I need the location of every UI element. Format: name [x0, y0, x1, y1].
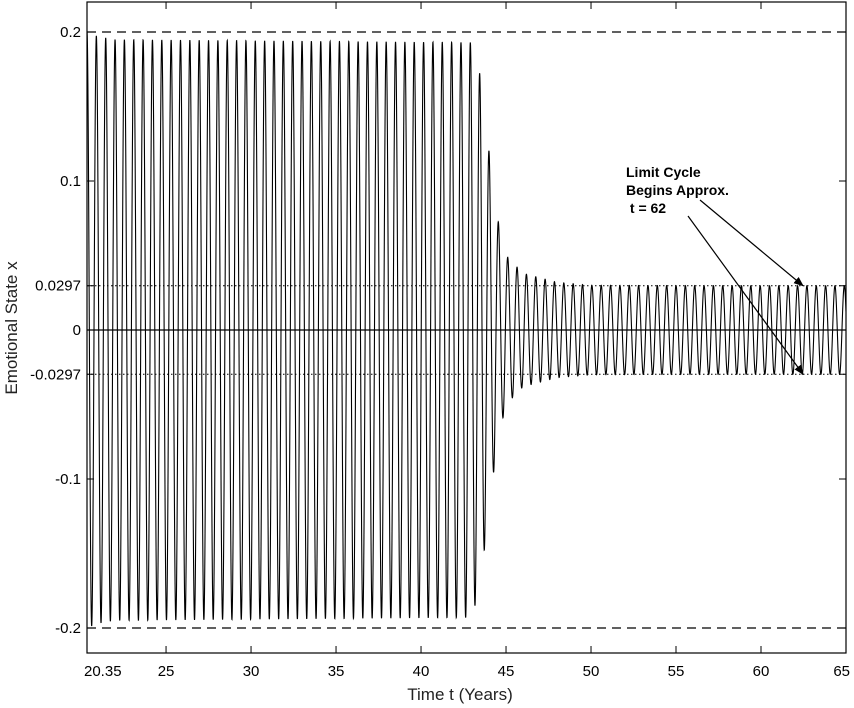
series-group — [87, 31, 846, 627]
x-tick-label-3: 35 — [328, 663, 345, 680]
tick-marks — [86, 2, 847, 653]
x-axis-title: Time t (Years) — [407, 685, 513, 704]
y-tick-label-5: -0.1 — [55, 471, 81, 488]
y-tick-label-4: -0.0297 — [30, 366, 81, 383]
annotation-line-2: Begins Approx. — [626, 182, 729, 198]
tick-labels: 20.35 25 30 35 40 45 50 55 60 65 0.2 0.1 0.0297 0 -0.0… — [30, 24, 850, 680]
annotation-line-1: Limit Cycle — [626, 164, 701, 180]
y-tick-label-3: 0 — [73, 322, 81, 339]
annotation-arrow-0 — [699, 199, 804, 287]
y-tick-label-6: -0.2 — [55, 620, 81, 637]
x-tick-label-2: 30 — [243, 663, 260, 680]
x-tick-label-8: 60 — [753, 663, 770, 680]
x-tick-label-4: 40 — [413, 663, 430, 680]
annotation-line-3: t = 62 — [626, 200, 666, 216]
x-tick-label-1: 25 — [158, 663, 175, 680]
x-tick-label-5: 45 — [498, 663, 515, 680]
x-tick-label-0: 20.35 — [84, 663, 122, 680]
y-tick-label-1: 0.1 — [60, 173, 81, 190]
y-tick-label-0: 0.2 — [60, 24, 81, 41]
reference-lines — [87, 31, 846, 629]
y-tick-label-2: 0.0297 — [35, 278, 81, 295]
annotation-arrow-1 — [687, 215, 804, 376]
x-tick-label-9: 65 — [833, 663, 850, 680]
x-tick-label-6: 50 — [583, 663, 600, 680]
x-tick-label-7: 55 — [668, 663, 685, 680]
y-axis-title: Emotional State x — [2, 261, 21, 395]
series-line — [87, 31, 846, 627]
annotation: Limit Cycle Begins Approx. t = 62 — [626, 164, 804, 376]
